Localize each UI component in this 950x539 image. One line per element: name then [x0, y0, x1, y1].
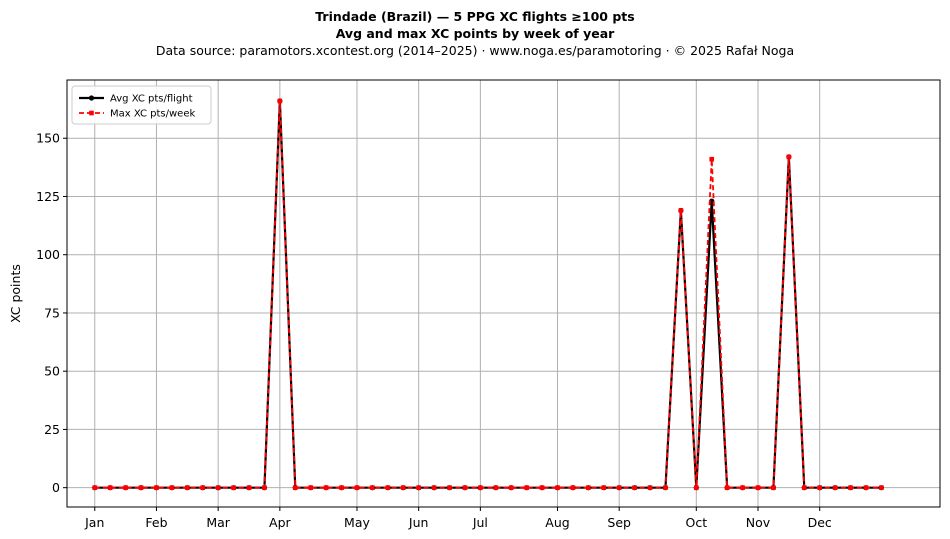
y-tick-label: 100 [36, 247, 60, 262]
series-layer [92, 98, 884, 491]
y-tick-label: 150 [36, 131, 60, 146]
data-point [185, 485, 190, 490]
data-point [323, 485, 329, 490]
legend: Avg XC pts/flight Max XC pts/week [71, 85, 212, 125]
chart-source: Data source: paramotors.xcontest.org (20… [155, 43, 795, 58]
data-point [632, 485, 637, 490]
legend-label: Avg XC pts/flight [110, 94, 193, 105]
data-point [400, 485, 406, 490]
data-point [817, 485, 822, 490]
data-point [169, 485, 175, 490]
y-tick-label: 0 [52, 480, 60, 495]
legend-label: Max XC pts/week [110, 109, 195, 120]
x-tick-label: Jun [408, 515, 429, 530]
data-point [416, 485, 421, 490]
data-point [262, 485, 267, 490]
x-tick-label: Nov [746, 515, 771, 530]
y-tick-label: 125 [36, 189, 60, 204]
grid-lines [67, 80, 940, 507]
data-point [462, 485, 468, 490]
data-point [154, 485, 159, 490]
data-point [724, 485, 730, 490]
y-axis-label: XC points [8, 264, 23, 323]
x-tick-label: May [344, 515, 370, 530]
y-axis: 0 25 50 75 100 125 150 [36, 131, 67, 495]
data-point [524, 485, 529, 490]
data-point [663, 485, 668, 490]
chart-title: Trindade (Brazil) — 5 PPG XC flights ≥10… [315, 9, 635, 24]
data-point [771, 485, 776, 490]
data-point [292, 485, 298, 490]
data-point [570, 485, 576, 490]
data-point [200, 485, 206, 490]
data-point [107, 485, 113, 490]
series-line-1 [94, 100, 882, 489]
legend-marker [88, 95, 95, 101]
legend-marker [89, 110, 94, 116]
data-point [616, 485, 622, 490]
data-point [555, 485, 560, 490]
x-tick-label: Dec [808, 515, 832, 530]
data-point [755, 485, 761, 490]
data-point [863, 485, 869, 490]
data-point [539, 485, 545, 490]
data-point [848, 485, 853, 490]
data-point [354, 485, 360, 490]
data-point [370, 485, 375, 490]
x-tick-label: Sep [607, 515, 631, 530]
y-tick-label: 75 [44, 305, 60, 320]
data-point [740, 485, 745, 490]
data-point [508, 485, 514, 490]
data-point [879, 485, 884, 490]
data-point [277, 98, 283, 104]
data-point [586, 485, 591, 490]
chart-titles: Trindade (Brazil) — 5 PPG XC flights ≥10… [0, 8, 950, 59]
x-tick-label: Feb [145, 515, 167, 530]
y-tick-label: 50 [44, 364, 60, 379]
data-point [832, 485, 838, 490]
x-tick-label: Mar [206, 515, 230, 530]
data-point [308, 485, 313, 490]
data-point [231, 485, 236, 490]
data-point [339, 485, 344, 490]
chart-subtitle: Avg and max XC points by week of year [335, 26, 615, 41]
data-point [478, 485, 483, 490]
x-tick-label: Aug [545, 515, 569, 530]
data-point [385, 485, 391, 490]
data-point [709, 156, 715, 162]
data-point [123, 485, 128, 490]
x-axis: Jan Feb Mar Apr May Jun Jul Aug Sep Oct Nov Dec [84, 507, 832, 530]
data-point [138, 485, 144, 490]
x-tick-label: Apr [269, 515, 291, 530]
y-tick-label: 25 [44, 422, 60, 437]
data-point [493, 485, 499, 490]
data-point [92, 485, 98, 490]
data-point [431, 485, 437, 490]
data-point [694, 485, 699, 490]
data-point [786, 154, 792, 160]
data-point [246, 485, 252, 490]
x-tick-label: Oct [685, 515, 707, 530]
data-point [601, 485, 607, 490]
data-point [447, 485, 452, 490]
data-point [647, 485, 653, 490]
data-point [678, 208, 684, 213]
plot-frame [66, 79, 941, 508]
x-tick-label: Jan [84, 515, 104, 530]
data-point [801, 485, 807, 490]
legend-box [71, 85, 212, 125]
x-tick-label: Jul [472, 515, 488, 530]
data-point [215, 485, 221, 490]
